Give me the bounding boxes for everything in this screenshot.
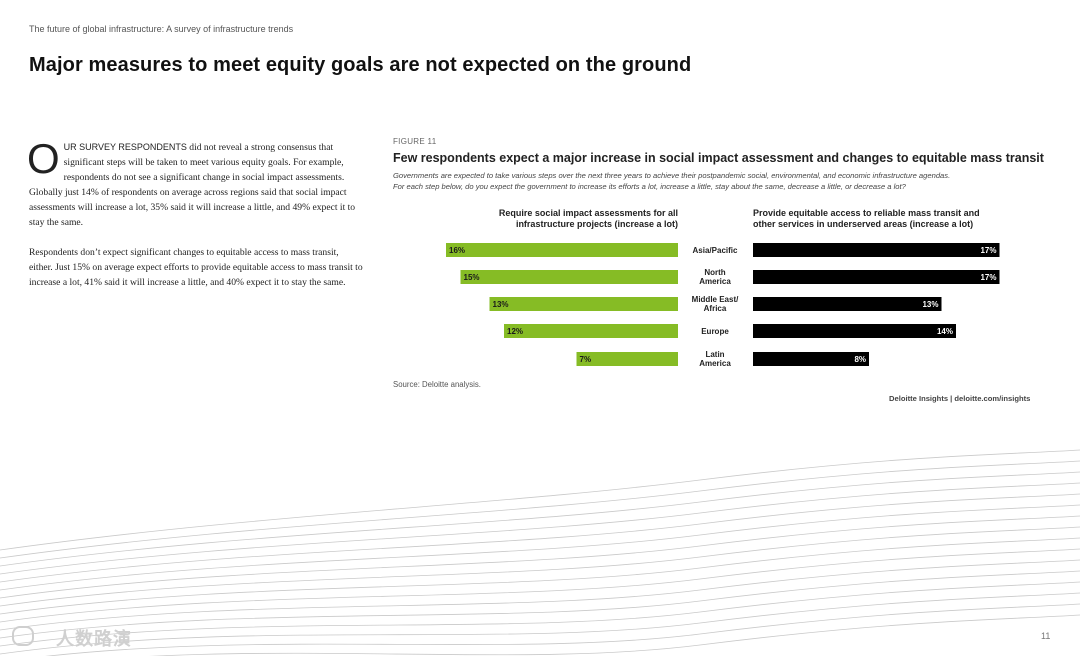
watermark-logo-icon xyxy=(12,626,34,646)
page-title: Major measures to meet equity goals are … xyxy=(29,54,692,76)
wave-line xyxy=(0,504,1080,591)
right-bar-label: 17% xyxy=(980,273,996,282)
left-bar xyxy=(460,270,678,284)
left-bar-label: 7% xyxy=(580,355,592,364)
page-number: 11 xyxy=(1041,631,1051,641)
right-bar xyxy=(753,324,956,338)
wave-line xyxy=(45,603,1080,656)
wave-line xyxy=(0,482,1080,575)
category-label: Middle East/ xyxy=(692,295,739,304)
category-label: Africa xyxy=(704,304,727,313)
figure-subtitle-line-2: For each step below, do you expect the g… xyxy=(393,182,906,191)
wave-line xyxy=(0,493,1080,583)
category-label: Europe xyxy=(701,327,729,336)
right-panel-title-line-1: Provide equitable access to reliable mas… xyxy=(753,208,980,218)
paragraph-2: Respondents don’t expect significant cha… xyxy=(29,247,363,288)
category-label: Latin xyxy=(705,350,724,359)
right-bar xyxy=(753,297,942,311)
category-label: America xyxy=(699,277,731,286)
right-bar xyxy=(753,243,1000,257)
left-panel-title-line-1: Require social impact assessments for al… xyxy=(498,208,678,218)
running-title: The future of global infrastructure: A s… xyxy=(29,24,294,34)
wave-line xyxy=(0,526,1080,607)
figure-title: Few respondents expect a major increase … xyxy=(393,151,1044,165)
drop-cap: O xyxy=(27,135,60,182)
right-bar xyxy=(753,352,869,366)
category-label: Asia/Pacific xyxy=(693,246,738,255)
paragraph-1-text: did not reveal a strong consensus that s… xyxy=(29,142,356,228)
left-panel-title: Require social impact assessments for al… xyxy=(460,208,678,230)
wave-line xyxy=(0,449,1080,551)
credit-line: Deloitte Insights | deloitte.com/insight… xyxy=(889,394,1031,403)
right-bar-label: 8% xyxy=(854,355,866,364)
right-bar-label: 13% xyxy=(922,300,938,309)
body-text: O UR SURVEY RESPONDENTS did not reveal a … xyxy=(27,135,364,305)
wave-line xyxy=(149,614,1080,656)
right-bar xyxy=(753,270,1000,284)
figure-subtitle-line-1: Governments are expected to take various… xyxy=(393,171,951,180)
wave-line xyxy=(0,460,1080,559)
figure-subtitle: Governments are expected to take various… xyxy=(393,170,1043,192)
right-bar-label: 17% xyxy=(980,246,996,255)
watermark: 人数路演 xyxy=(10,622,150,649)
category-label: North xyxy=(704,268,725,277)
left-bar-label: 16% xyxy=(449,246,465,255)
wave-line xyxy=(0,592,1080,655)
wave-line xyxy=(0,537,1080,615)
left-bar-label: 13% xyxy=(493,300,509,309)
left-bar xyxy=(504,324,678,338)
lead-caps: UR SURVEY RESPONDENTS xyxy=(63,142,187,152)
wave-line xyxy=(0,581,1080,647)
wave-line xyxy=(0,570,1080,639)
figure-label: FIGURE 11 xyxy=(393,137,437,146)
right-panel-title: Provide equitable access to reliable mas… xyxy=(753,208,1013,230)
left-bar-label: 15% xyxy=(464,273,480,282)
right-panel-title-line-2: other services in underserved areas (inc… xyxy=(753,219,974,229)
wave-line xyxy=(0,559,1080,631)
left-panel-title-line-2: infrastructure projects (increase a lot) xyxy=(515,219,678,229)
left-bar-label: 12% xyxy=(507,327,523,336)
left-bar xyxy=(446,243,678,257)
watermark-text: 人数路演 xyxy=(56,629,132,649)
paragraph-1: O UR SURVEY RESPONDENTS did not reveal a … xyxy=(27,135,364,230)
left-bar xyxy=(489,297,678,311)
right-bar-label: 14% xyxy=(937,327,953,336)
wave-line xyxy=(0,471,1080,567)
wave-line xyxy=(0,548,1080,623)
wave-line xyxy=(0,515,1080,599)
source-note: Source: Deloitte analysis. xyxy=(393,380,481,389)
category-label: America xyxy=(699,359,731,368)
left-bar xyxy=(576,352,678,366)
